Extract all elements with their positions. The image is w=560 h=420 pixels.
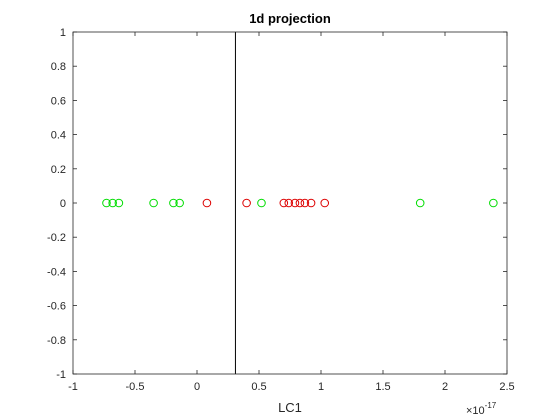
- data-point-series-2: [320, 198, 330, 208]
- y-tick-label: 0.8: [51, 61, 66, 73]
- y-tick-label: 0.4: [51, 130, 66, 142]
- x-axis-exponent-base: ×10: [466, 405, 485, 417]
- y-tick-label: 1: [60, 27, 66, 39]
- y-tick-label: -0.4: [47, 266, 66, 278]
- x-tick-label: -0.5: [126, 381, 145, 393]
- chart-title: 1d projection: [249, 11, 331, 26]
- data-point-series-2: [242, 198, 251, 208]
- x-tick-label: 0.5: [251, 381, 266, 393]
- y-tick-label: -0.2: [47, 232, 66, 244]
- data-point-series-1: [257, 198, 266, 208]
- y-tick-label: 0.6: [51, 95, 66, 107]
- data-point-series-2: [284, 198, 294, 208]
- data-point-series-2: [290, 198, 300, 208]
- y-tick-label: -1: [56, 369, 66, 381]
- data-point-series-2: [279, 198, 289, 208]
- data-point-series-1: [169, 198, 178, 208]
- y-tick-label: -0.6: [47, 301, 66, 313]
- y-tick-label: -0.8: [47, 335, 66, 347]
- x-tick-label: 1.5: [375, 381, 390, 393]
- data-point-series-1: [102, 198, 111, 208]
- x-tick-label: 2.5: [499, 381, 514, 393]
- x-axis-exponent-power: -17: [485, 401, 497, 410]
- data-point-series-1: [489, 198, 498, 208]
- x-tick-label: 2: [442, 381, 448, 393]
- x-tick-label: 1: [318, 381, 324, 393]
- x-axis-exponent: ×10-17: [466, 401, 497, 417]
- data-point-series-1: [415, 198, 425, 208]
- data-point-series-2: [300, 198, 310, 208]
- data-point-series-1: [149, 198, 158, 208]
- x-tick-label: 0: [194, 381, 200, 393]
- data-point-series-2: [202, 198, 212, 208]
- data-point-series-2: [306, 198, 316, 208]
- x-axis-label: LC1: [278, 400, 302, 415]
- y-tick-label: 0.2: [51, 164, 66, 176]
- data-point-series-1: [108, 198, 117, 208]
- x-tick-label: -1: [68, 381, 78, 393]
- data-point-series-1: [175, 198, 184, 208]
- data-point-series-1: [114, 198, 124, 208]
- plot-frame: [72, 31, 508, 375]
- data-point-series-2: [295, 198, 305, 208]
- y-tick-label: 0: [60, 198, 66, 210]
- plot-background: [73, 32, 507, 374]
